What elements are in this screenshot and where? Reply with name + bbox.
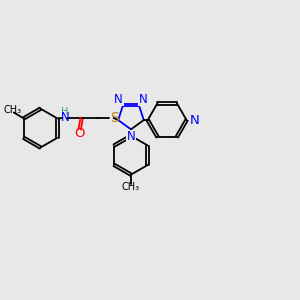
Text: O: O (74, 127, 85, 140)
Text: N: N (60, 111, 69, 124)
Text: N: N (190, 114, 200, 127)
Text: N: N (127, 130, 135, 143)
Text: N: N (139, 93, 148, 106)
Text: CH₃: CH₃ (122, 182, 140, 192)
Text: N: N (114, 93, 123, 106)
Text: S: S (110, 111, 118, 125)
Text: H: H (61, 107, 68, 117)
Text: CH₃: CH₃ (3, 105, 21, 116)
